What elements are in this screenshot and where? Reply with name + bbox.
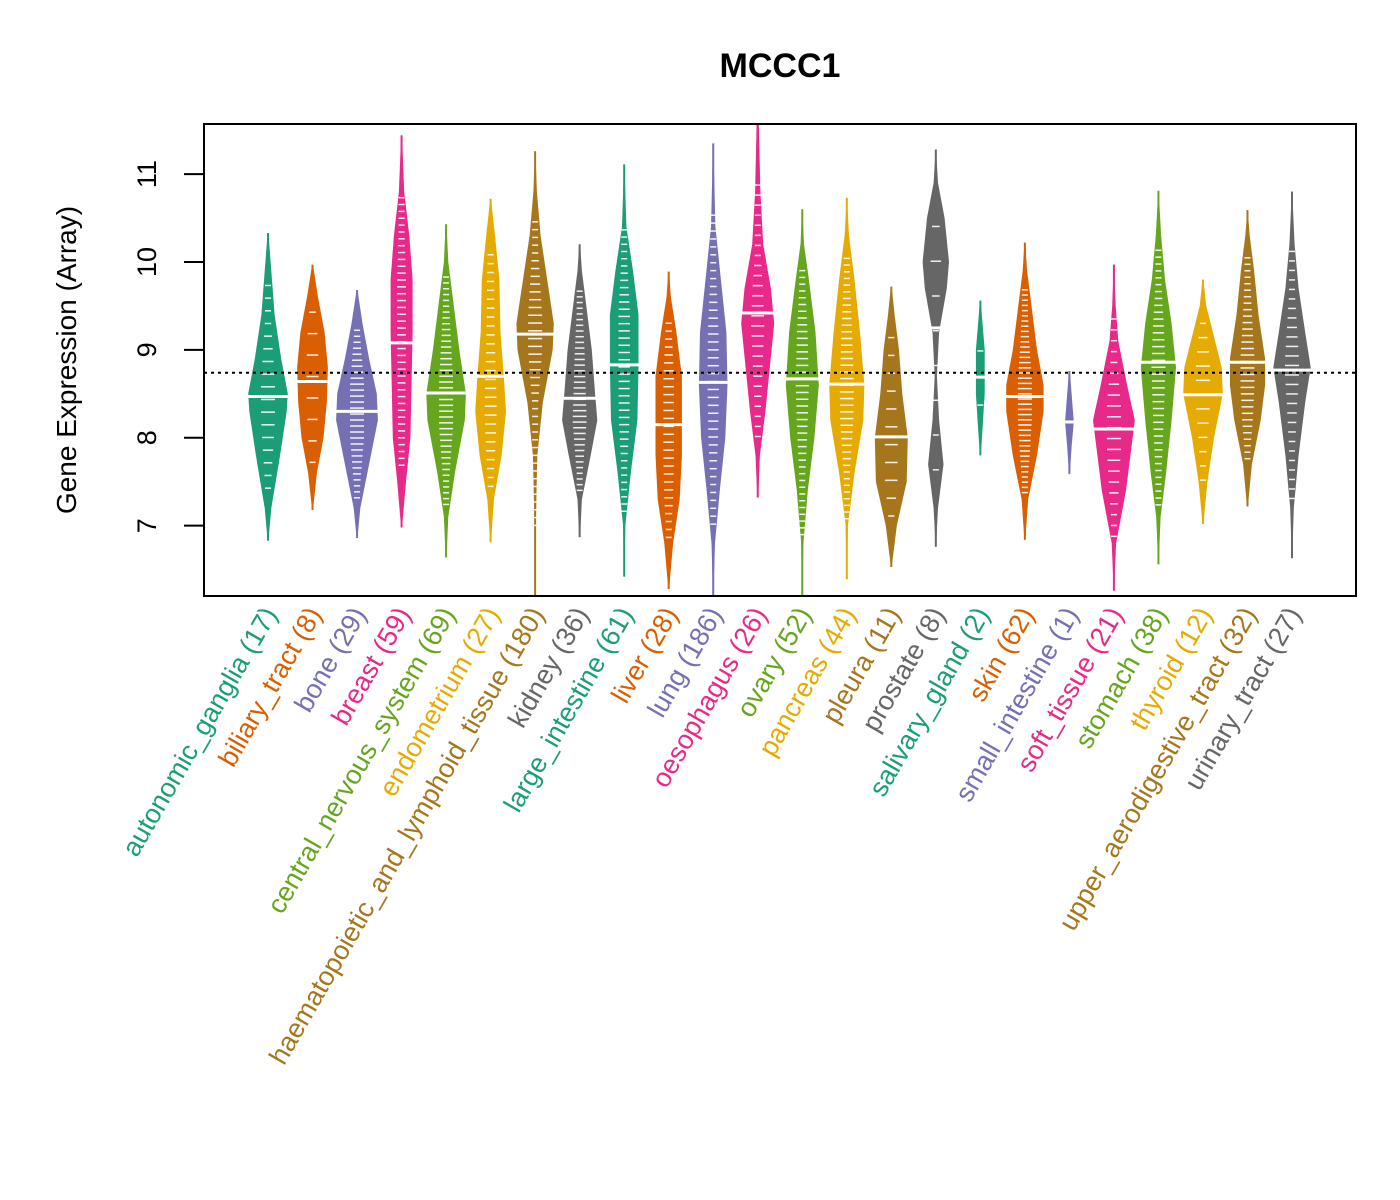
violin-autonomic-ganglia bbox=[247, 232, 289, 541]
violin-small-intestine bbox=[1063, 370, 1076, 474]
violin-ovary bbox=[785, 209, 820, 597]
violin-prostate bbox=[922, 149, 949, 547]
y-tick-label: 8 bbox=[132, 430, 162, 445]
y-axis: 7 8 9 10 11 bbox=[132, 160, 204, 533]
violin-soft-tissue bbox=[1093, 264, 1135, 591]
violin-body bbox=[1183, 279, 1223, 524]
violin-endometrium bbox=[475, 198, 506, 543]
violin-body bbox=[698, 143, 728, 597]
chart-title: MCCC1 bbox=[720, 47, 841, 85]
violin-bone bbox=[335, 290, 379, 538]
violin-body bbox=[390, 135, 413, 528]
y-tick-label: 10 bbox=[132, 247, 162, 277]
violin-stomach bbox=[1140, 190, 1177, 565]
violin-body bbox=[426, 224, 466, 558]
violin-salivary-gland bbox=[974, 300, 987, 456]
violin-breast bbox=[389, 135, 414, 528]
violin-kidney bbox=[562, 244, 598, 538]
violin-upper-aerodigestive-tract bbox=[1228, 210, 1267, 507]
violin-body bbox=[829, 197, 865, 580]
violin-pancreas bbox=[828, 197, 866, 580]
violin-liver bbox=[654, 271, 683, 589]
x-axis-labels: autonomic_ganglia (17)biliary_tract (8)b… bbox=[116, 602, 1307, 1069]
y-axis-label: Gene Expression (Array) bbox=[51, 206, 82, 514]
violin-body bbox=[922, 149, 949, 547]
violin-pleura bbox=[873, 286, 909, 567]
violin-body bbox=[741, 124, 775, 498]
violin-skin bbox=[1005, 242, 1045, 540]
violin-oesophagus bbox=[741, 124, 775, 498]
violin-lung bbox=[697, 143, 729, 597]
violin-urinary-tract bbox=[1272, 191, 1312, 559]
violin-thyroid bbox=[1182, 279, 1224, 524]
y-tick-label: 7 bbox=[132, 518, 162, 533]
y-tick-label: 9 bbox=[132, 342, 162, 357]
violin-large-intestine bbox=[608, 164, 640, 577]
y-tick-label: 11 bbox=[132, 160, 162, 188]
violin-body bbox=[1006, 242, 1044, 540]
violin-body bbox=[609, 164, 639, 577]
violin-biliary-tract bbox=[296, 264, 329, 510]
violin-body bbox=[297, 264, 328, 510]
violin-body bbox=[562, 244, 598, 538]
plot-frame bbox=[203, 123, 1357, 597]
violin-group bbox=[247, 124, 1312, 597]
violin-body bbox=[1140, 190, 1176, 565]
violin-central-nervous-system bbox=[425, 224, 467, 558]
violin-body bbox=[1229, 210, 1266, 507]
violin-body bbox=[655, 271, 682, 589]
violin-body bbox=[785, 209, 819, 597]
